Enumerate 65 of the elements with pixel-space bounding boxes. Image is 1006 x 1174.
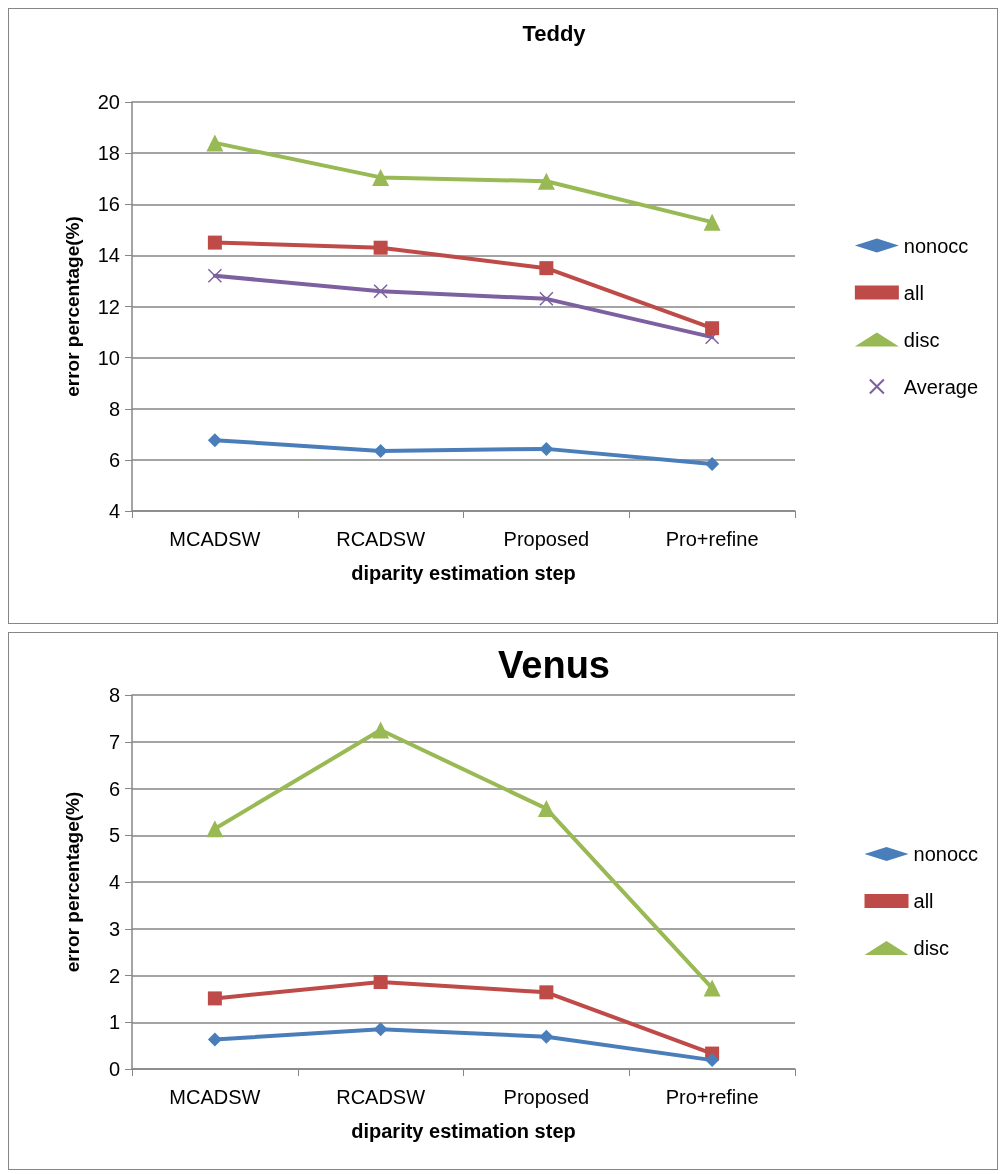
y-tick-label: 10 xyxy=(97,346,120,369)
x-tick-label: Proposed xyxy=(503,528,590,550)
point xyxy=(207,268,223,284)
point xyxy=(206,134,224,152)
x-tick-label: MCADSW xyxy=(169,1086,261,1108)
legend-label: disc xyxy=(903,328,940,351)
y-axis-title: error percentage(%) xyxy=(62,791,83,973)
legend-label: disc xyxy=(913,937,950,959)
point xyxy=(539,261,554,276)
y-tick-label: 8 xyxy=(108,684,120,706)
point xyxy=(539,291,554,307)
x-axis-title: diparity estimation step xyxy=(351,562,576,584)
y-tick-label: 4 xyxy=(108,500,120,522)
point xyxy=(703,979,721,997)
legend-label: Average xyxy=(903,375,979,398)
point xyxy=(705,456,720,471)
point xyxy=(372,168,390,186)
point xyxy=(539,441,554,456)
point xyxy=(206,820,224,838)
point xyxy=(207,1032,222,1047)
legend-label: nonocc xyxy=(913,843,979,865)
point xyxy=(207,433,222,448)
point xyxy=(705,321,720,336)
legend-label: nonocc xyxy=(903,234,969,257)
point xyxy=(539,1029,554,1044)
y-tick-label: 8 xyxy=(108,397,120,420)
y-axis-title: error percentage(%) xyxy=(62,216,83,397)
y-tick-label: 1 xyxy=(108,1011,120,1034)
y-tick-label: 7 xyxy=(108,730,120,753)
x-tick-label: RCADSW xyxy=(336,528,426,550)
y-tick-label: 12 xyxy=(97,295,120,318)
y-tick-label: 14 xyxy=(97,244,120,267)
x-axis-title: diparity estimation step xyxy=(351,1120,576,1142)
y-tick-label: 18 xyxy=(97,142,120,165)
y-tick-label: 3 xyxy=(108,917,120,940)
y-tick-label: 16 xyxy=(97,193,120,216)
y-tick-label: 0 xyxy=(108,1058,120,1080)
x-tick-label: MCADSW xyxy=(169,528,261,550)
chart-title: Venus xyxy=(498,644,610,686)
point xyxy=(539,985,554,1000)
point xyxy=(703,213,721,231)
x-tick-label: RCADSW xyxy=(336,1086,426,1108)
point xyxy=(705,1053,720,1068)
x-tick-label: Pro+refine xyxy=(665,1086,759,1108)
y-tick-label: 6 xyxy=(108,777,120,800)
y-tick-label: 2 xyxy=(108,964,120,987)
x-tick-label: Proposed xyxy=(503,1086,590,1108)
y-tick-label: 6 xyxy=(108,448,120,471)
point xyxy=(537,800,555,818)
point xyxy=(373,283,388,299)
y-tick-label: 4 xyxy=(108,871,120,893)
point xyxy=(373,1022,388,1037)
point xyxy=(537,172,555,190)
point xyxy=(372,721,390,739)
point xyxy=(373,443,388,458)
point xyxy=(207,991,222,1006)
legend-label: all xyxy=(903,281,924,304)
point xyxy=(207,235,222,250)
x-tick-label: Pro+refine xyxy=(665,528,759,550)
point xyxy=(373,240,388,255)
legend-label: all xyxy=(913,890,934,912)
y-tick-label: 20 xyxy=(97,91,120,113)
y-tick-label: 5 xyxy=(108,824,120,847)
chart-title: Teddy xyxy=(522,20,587,46)
point xyxy=(373,975,388,990)
